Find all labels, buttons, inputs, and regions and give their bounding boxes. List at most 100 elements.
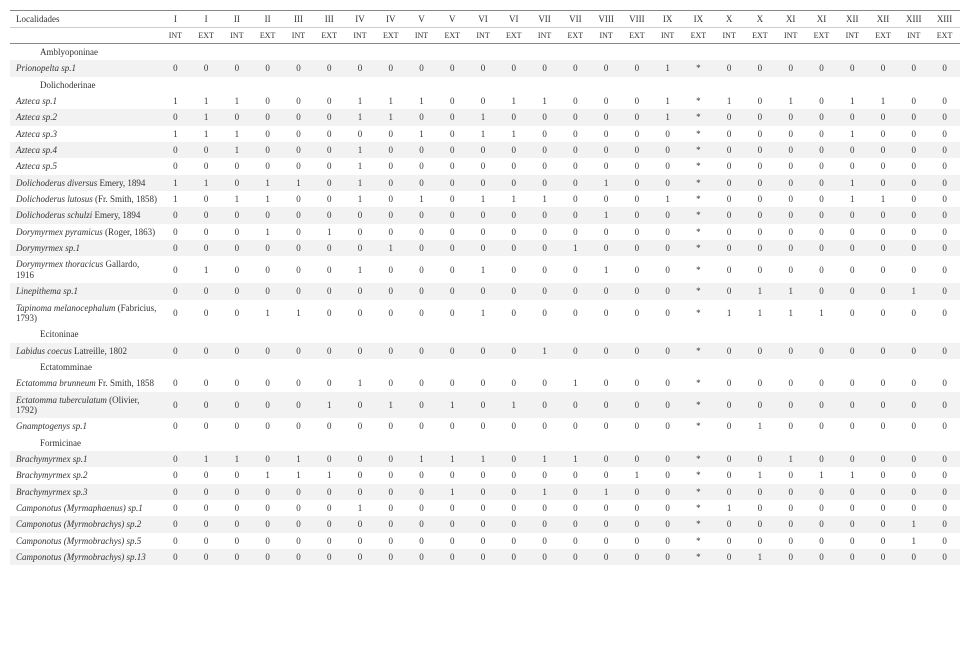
header-row-intext: INTEXTINTEXTINTEXTINTEXTINTEXTINTEXTINTE…	[10, 28, 960, 44]
value-cell: 0	[868, 392, 899, 419]
value-cell: 1	[222, 451, 253, 467]
header-roman-col: XIII	[929, 11, 960, 28]
value-cell: 0	[652, 175, 683, 191]
value-cell: 0	[898, 93, 929, 109]
empty-cell	[745, 44, 776, 61]
value-cell: *	[683, 224, 714, 240]
value-cell: 1	[160, 126, 191, 142]
empty-cell	[652, 77, 683, 93]
empty-cell	[160, 44, 191, 61]
value-cell: 0	[591, 93, 622, 109]
value-cell: 0	[345, 484, 376, 500]
value-cell: 0	[437, 191, 468, 207]
value-cell: 0	[468, 500, 499, 516]
value-cell: 0	[837, 375, 868, 391]
value-cell: 0	[529, 533, 560, 549]
header-intext-col: INT	[775, 28, 806, 44]
value-cell: 0	[437, 175, 468, 191]
value-cell: 0	[468, 418, 499, 434]
value-cell: 0	[898, 467, 929, 483]
value-cell: 0	[745, 240, 776, 256]
value-cell: 0	[283, 191, 314, 207]
value-cell: 0	[529, 283, 560, 299]
value-cell: 0	[345, 392, 376, 419]
species-name: Dolichoderus lutosus (Fr. Smith, 1858)	[10, 191, 160, 207]
value-cell: *	[683, 500, 714, 516]
value-cell: 1	[283, 451, 314, 467]
empty-cell	[621, 77, 652, 93]
value-cell: 0	[837, 142, 868, 158]
empty-cell	[375, 359, 406, 375]
empty-cell	[345, 77, 376, 93]
value-cell: 0	[806, 256, 837, 283]
value-cell: 0	[468, 224, 499, 240]
empty-cell	[806, 44, 837, 61]
value-cell: 0	[837, 392, 868, 419]
value-cell: 0	[775, 126, 806, 142]
subfamily-row: Formicinae	[10, 435, 960, 451]
value-cell: 0	[868, 109, 899, 125]
table-header: Localidades IIIIIIIIIIIIIVIVVVVIVIVIIVII…	[10, 11, 960, 44]
value-cell: 0	[898, 343, 929, 359]
value-cell: 0	[560, 158, 591, 174]
value-cell: 0	[406, 375, 437, 391]
value-cell: 1	[252, 224, 283, 240]
subfamily-name: Ectatomminae	[10, 359, 160, 375]
value-cell: 0	[191, 500, 222, 516]
value-cell: 0	[560, 126, 591, 142]
value-cell: 1	[806, 300, 837, 327]
value-cell: 0	[591, 467, 622, 483]
header-roman-col: VII	[560, 11, 591, 28]
empty-cell	[191, 44, 222, 61]
value-cell: 0	[529, 392, 560, 419]
species-name: Camponotus (Myrmobrachys) sp.2	[10, 516, 160, 532]
value-cell: 0	[160, 549, 191, 565]
value-cell: 0	[714, 240, 745, 256]
value-cell: 1	[837, 126, 868, 142]
value-cell: 0	[560, 343, 591, 359]
value-cell: 0	[929, 375, 960, 391]
species-row: Dolichoderus lutosus (Fr. Smith, 1858)10…	[10, 191, 960, 207]
value-cell: 0	[745, 60, 776, 76]
value-cell: 1	[437, 392, 468, 419]
value-cell: 0	[837, 549, 868, 565]
empty-cell	[560, 326, 591, 342]
value-cell: 0	[837, 300, 868, 327]
table-body: AmblyoponinaePrionopelta sp.100000000000…	[10, 44, 960, 566]
value-cell: 1	[345, 256, 376, 283]
empty-cell	[775, 359, 806, 375]
value-cell: 0	[252, 392, 283, 419]
value-cell: 0	[898, 175, 929, 191]
species-name: Dorymyrmex thoracicus Gallardo, 1916	[10, 256, 160, 283]
value-cell: 1	[191, 109, 222, 125]
value-cell: 0	[560, 533, 591, 549]
species-row: Prionopelta sp.100000000000000001*000000…	[10, 60, 960, 76]
value-cell: 0	[498, 175, 529, 191]
value-cell: 0	[283, 392, 314, 419]
value-cell: 0	[591, 109, 622, 125]
value-cell: 0	[621, 392, 652, 419]
value-cell: 0	[498, 158, 529, 174]
value-cell: 0	[498, 516, 529, 532]
value-cell: 0	[345, 516, 376, 532]
empty-cell	[437, 44, 468, 61]
value-cell: 0	[498, 142, 529, 158]
value-cell: 1	[191, 126, 222, 142]
value-cell: 0	[714, 516, 745, 532]
value-cell: 0	[529, 500, 560, 516]
empty-cell	[775, 44, 806, 61]
value-cell: 0	[621, 300, 652, 327]
value-cell: 0	[468, 142, 499, 158]
value-cell: 0	[652, 343, 683, 359]
value-cell: 1	[745, 467, 776, 483]
value-cell: 0	[929, 142, 960, 158]
empty-cell	[437, 359, 468, 375]
value-cell: 0	[621, 375, 652, 391]
value-cell: 0	[406, 158, 437, 174]
species-name: Linepithema sp.1	[10, 283, 160, 299]
value-cell: 0	[929, 158, 960, 174]
value-cell: 0	[191, 467, 222, 483]
value-cell: 0	[806, 109, 837, 125]
value-cell: 0	[560, 256, 591, 283]
value-cell: 0	[437, 109, 468, 125]
